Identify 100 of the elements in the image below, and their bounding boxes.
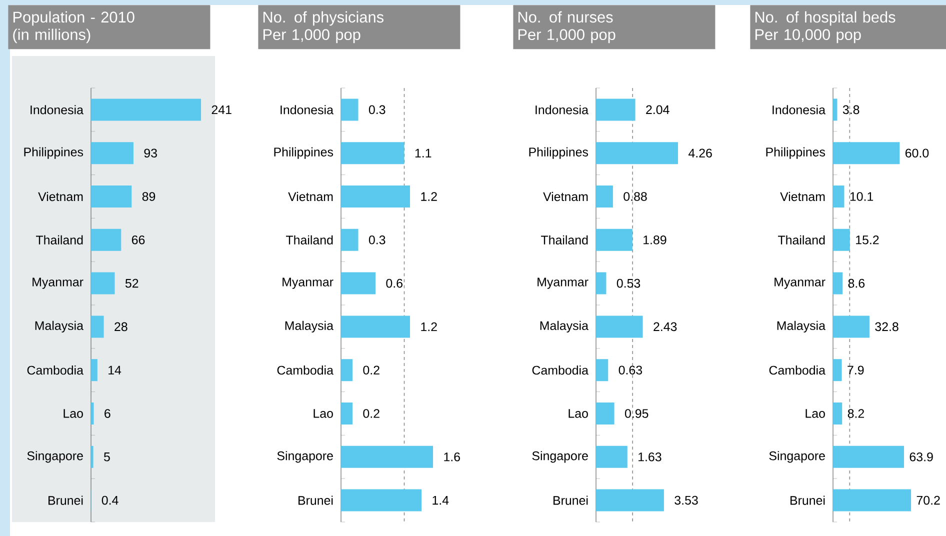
data-label: 241 [212,105,232,114]
bar [833,359,842,382]
data-label: 1.63 [638,452,662,462]
bar [341,446,434,468]
y-tick-label: Lao [568,409,588,418]
data-label: 0.95 [624,409,648,418]
y-tick-label: Indonesia [772,105,826,114]
y-tick-label: Thailand [36,235,83,244]
chart-subtitle: Per 1,000 pop [263,29,360,44]
data-label: 63.9 [910,452,933,462]
y-tick-label: Philippines [529,147,588,159]
data-label: 0.2 [363,366,380,375]
bar [596,142,678,164]
bar [833,142,900,164]
bar [596,228,632,251]
bar [596,98,636,121]
bar [833,446,904,468]
data-label: 70.2 [916,496,940,505]
bar [596,489,664,512]
y-tick-label: Lao [314,409,333,418]
y-tick-label: Singapore [277,451,333,463]
data-label: 15.2 [856,235,879,244]
bar [596,185,613,208]
y-tick-label: Cambodia [769,366,826,375]
data-label: 66 [132,235,145,244]
bar [833,489,912,512]
y-tick-label: Brunei [48,496,83,505]
data-label: 2.04 [646,105,670,114]
data-label: 60.0 [906,148,929,158]
y-tick-label: Myanmar [774,278,826,289]
data-label: 1.1 [415,148,432,158]
y-tick-label: Thailand [286,235,333,244]
data-label: 2.43 [654,322,677,332]
data-label: 0.63 [618,366,642,375]
bar [596,446,628,468]
bar [596,272,606,294]
y-tick-label: Philippines [24,147,84,159]
data-label: 6 [104,409,110,418]
y-tick-label: Malaysia [35,320,84,332]
data-label: 0.2 [363,409,380,418]
y-tick-label: Thailand [778,235,825,244]
bar [341,489,422,512]
bar [833,272,843,294]
y-tick-label: Cambodia [277,366,334,375]
y-tick-label: Myanmar [282,278,334,289]
bar [341,359,353,382]
y-tick-label: Thailand [541,235,588,244]
bar [341,98,358,121]
y-tick-label: Brunei [554,496,588,505]
y-tick-label: Brunei [790,496,825,505]
data-label: 8.6 [848,278,865,288]
data-label: 0.4 [102,496,118,505]
y-tick-label: Vietnam [38,192,83,202]
bar [91,142,134,164]
y-tick-label: Brunei [298,496,333,505]
y-tick-label: Malaysia [540,320,588,332]
data-label: 1.6 [444,452,460,462]
y-tick-label: Malaysia [285,320,334,332]
bar [91,185,132,208]
bar [91,359,98,382]
bar [91,98,202,121]
data-label: 0.6 [386,278,402,288]
data-label: 10.1 [850,192,874,201]
bar [341,142,404,164]
y-tick-label: Malaysia [777,320,826,332]
y-tick-label: Singapore [769,451,825,463]
y-tick-label: Indonesia [536,105,588,114]
bar [833,316,870,338]
y-tick-label: Lao [64,409,83,418]
y-tick-label: Lao [806,409,825,418]
data-label: 7.9 [848,366,864,375]
chart-title: No. of hospital beds [755,11,896,26]
bar [833,402,842,424]
bar [341,228,358,251]
data-label: 28 [114,322,128,332]
data-label: 1.4 [432,496,449,505]
bar [341,316,410,338]
chart-title: Population - 2010 [13,11,134,26]
bar [833,185,844,208]
bar [833,228,850,251]
bar [596,359,608,382]
data-label: 1.2 [421,322,437,332]
data-label: 1.89 [644,235,666,244]
bar [91,402,94,424]
data-label: 89 [142,192,156,201]
data-label: 1.2 [421,192,437,201]
y-tick-label: Indonesia [30,105,84,114]
y-tick-label: Vietnam [780,192,825,202]
bar [341,272,376,294]
chart-title: No. of nurses [518,11,613,23]
data-label: 0.3 [368,105,386,114]
data-label: 93 [144,148,157,158]
chart-title: No. of physicians [263,11,384,26]
y-tick-label: Cambodia [532,366,588,375]
bar [596,316,643,338]
data-label: 0.53 [616,278,640,288]
data-label: 3.8 [842,105,860,114]
y-tick-label: Singapore [27,451,83,463]
bar [341,402,353,424]
bar [596,402,614,424]
